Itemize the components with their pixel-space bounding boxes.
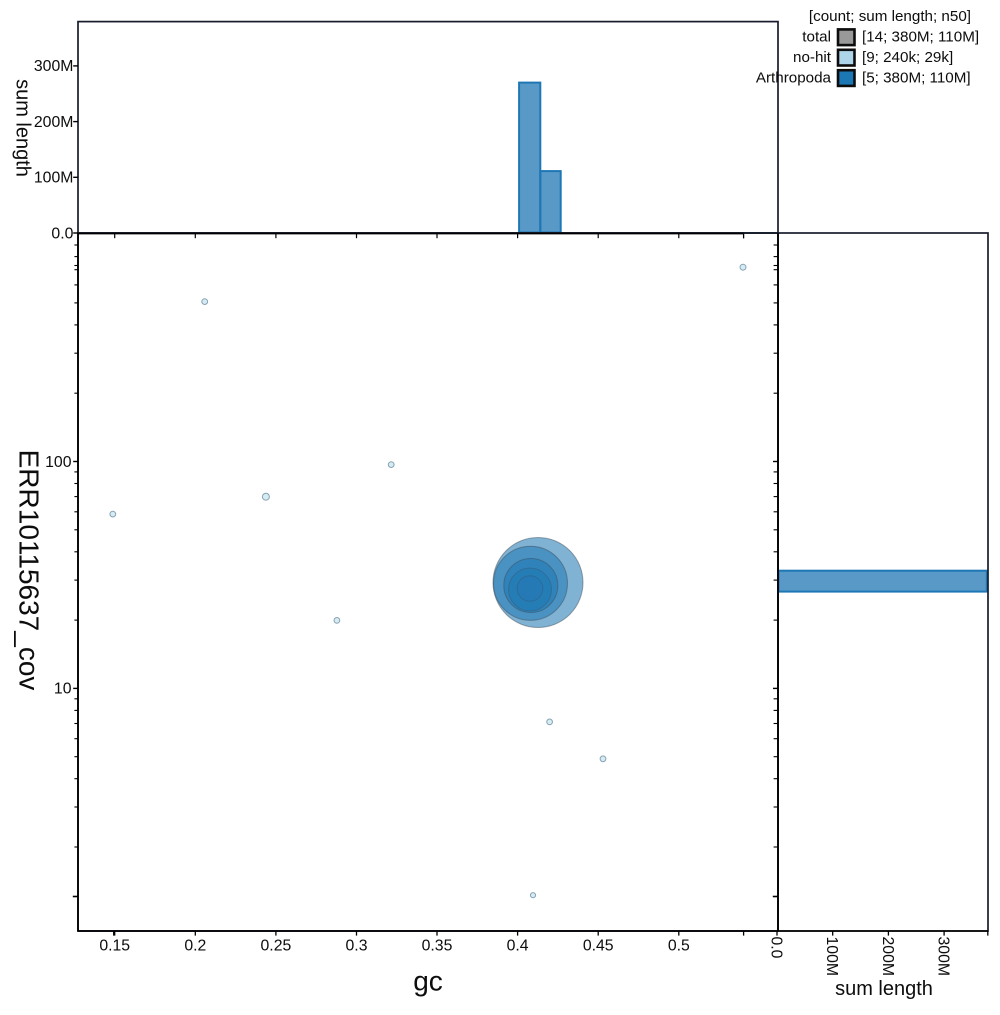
svg-text:sum length: sum length (835, 978, 933, 1000)
svg-text:10: 10 (54, 681, 72, 698)
svg-text:0.15: 0.15 (99, 938, 130, 955)
svg-text:Arthropoda: Arthropoda (756, 69, 832, 86)
svg-text:0.2: 0.2 (184, 938, 206, 955)
svg-text:gc: gc (413, 966, 443, 997)
svg-text:[9; 240k; 29k]: [9; 240k; 29k] (862, 49, 953, 66)
svg-text:0.5: 0.5 (668, 938, 690, 955)
svg-text:ERR10115637_cov: ERR10115637_cov (14, 450, 45, 691)
svg-text:0.35: 0.35 (422, 938, 453, 955)
svg-text:[5; 380M; 110M]: [5; 380M; 110M] (862, 69, 971, 86)
svg-text:0.3: 0.3 (346, 938, 368, 955)
svg-text:100: 100 (45, 454, 72, 471)
svg-text:sum length: sum length (11, 79, 33, 177)
svg-text:[14; 380M; 110M]: [14; 380M; 110M] (862, 29, 979, 46)
svg-text:100M: 100M (34, 170, 74, 187)
svg-text:0.0: 0.0 (51, 225, 73, 242)
svg-text:total: total (802, 29, 831, 46)
svg-text:no-hit: no-hit (793, 49, 832, 66)
svg-text:0.25: 0.25 (261, 938, 292, 955)
svg-text:100M: 100M (823, 937, 840, 977)
svg-text:300M: 300M (935, 937, 952, 977)
svg-text:0.4: 0.4 (507, 938, 529, 955)
svg-text:200M: 200M (879, 937, 896, 977)
svg-text:300M: 300M (34, 58, 74, 75)
svg-text:0.45: 0.45 (583, 938, 614, 955)
svg-text:200M: 200M (34, 114, 74, 131)
svg-text:[count; sum length; n50]: [count; sum length; n50] (809, 8, 971, 25)
svg-text:0.0: 0.0 (767, 937, 784, 959)
